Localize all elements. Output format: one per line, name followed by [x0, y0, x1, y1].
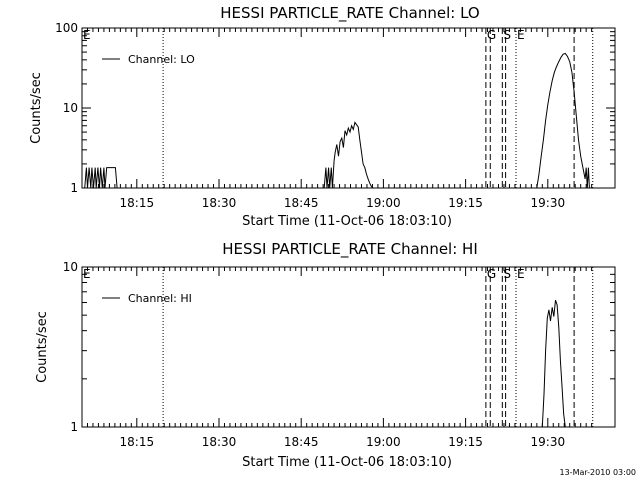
bottom-x-tick-label: 18:45: [284, 435, 319, 449]
top-series-line-1: [323, 121, 374, 189]
bottom-marker-label: E: [83, 267, 91, 281]
top-x-tick-label: 18:30: [202, 196, 237, 210]
top-y-tick-label: 10: [63, 101, 78, 115]
bottom-y-axis-label: Counts/sec: [35, 311, 50, 383]
bottom-x-tick-label: 19:30: [531, 435, 566, 449]
top-marker-label: E: [83, 28, 91, 42]
top-y-axis-label: Counts/sec: [29, 72, 44, 144]
top-x-tick-label: 19:00: [366, 196, 401, 210]
top-panel: HESSI PARTICLE_RATE Channel: LO Counts/s…: [29, 4, 480, 229]
top-x-tick-label: 18:15: [120, 196, 155, 210]
top-plot-frame: [81, 27, 616, 189]
top-x-tick-label: 19:30: [531, 196, 566, 210]
bottom-y-tick-label: 10: [63, 260, 78, 274]
bottom-chart-title: HESSI PARTICLE_RATE Channel: HI: [222, 240, 478, 259]
bottom-x-axis-label: Start Time (11-Oct-06 18:03:10): [242, 455, 452, 470]
bottom-x-tick-label: 18:15: [120, 435, 155, 449]
top-y-tick-label: 1: [70, 181, 78, 195]
top-x-tick-label: 19:15: [448, 196, 483, 210]
top-x-axis-label: Start Time (11-Oct-06 18:03:10): [242, 214, 452, 229]
bottom-marker-label: E: [517, 267, 525, 281]
bottom-panel: HESSI PARTICLE_RATE Channel: HI Counts/s…: [35, 240, 478, 470]
top-x-tick-label: 18:45: [284, 196, 319, 210]
top-marker-label: E: [517, 28, 525, 42]
top-marker-label: G: [487, 28, 496, 42]
bottom-series-line-0: [541, 300, 566, 428]
bottom-x-tick-label: 19:00: [366, 435, 401, 449]
top-legend-label: Channel: LO: [128, 53, 195, 66]
bottom-marker-label: S: [503, 267, 511, 281]
footer-timestamp: 13-Mar-2010 03:00: [560, 468, 637, 477]
top-series-line-0: [84, 167, 118, 189]
bottom-marker-label: G: [487, 267, 496, 281]
bottom-legend-label: Channel: HI: [128, 292, 192, 305]
top-marker-label: S: [503, 28, 511, 42]
bottom-x-tick-label: 19:15: [448, 435, 483, 449]
top-y-tick-label: 100: [55, 21, 78, 35]
bottom-y-tick-label: 1: [70, 420, 78, 434]
bottom-x-tick-label: 18:30: [202, 435, 237, 449]
top-series-line-2: [536, 52, 591, 189]
top-chart-title: HESSI PARTICLE_RATE Channel: LO: [220, 4, 479, 23]
bottom-plot-frame: [81, 266, 616, 428]
